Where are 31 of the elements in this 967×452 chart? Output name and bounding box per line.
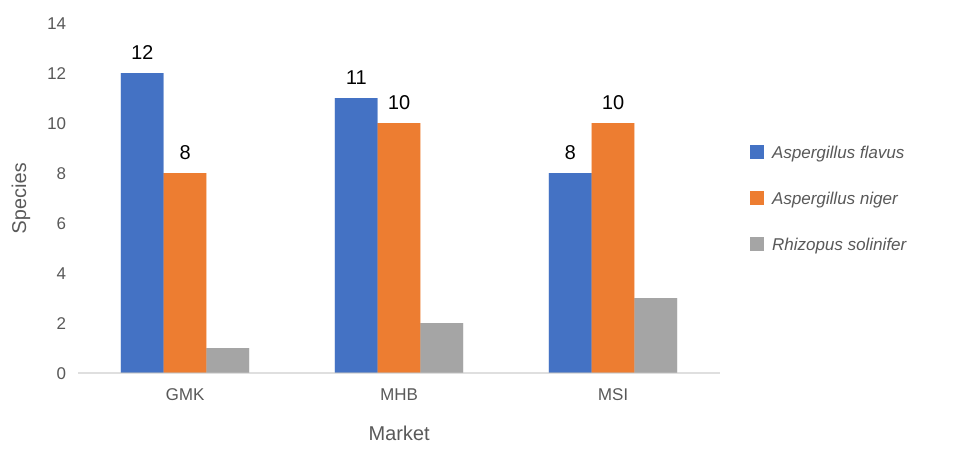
bar: [206, 348, 250, 373]
bar: [592, 123, 634, 373]
y-tick-label: 2: [56, 314, 66, 333]
bar: [164, 173, 206, 373]
data-label: 12: [131, 42, 154, 64]
y-tick-label: 14: [47, 14, 66, 33]
data-label: 8: [564, 142, 576, 164]
y-tick-label: 12: [47, 64, 66, 83]
bar: [634, 298, 678, 373]
bar: [548, 173, 592, 373]
x-tick-label: MHB: [380, 385, 418, 404]
legend-label: Aspergillus flavus: [771, 142, 905, 162]
bar: [378, 123, 420, 373]
y-tick-label: 0: [56, 364, 66, 383]
bar: [334, 98, 378, 373]
data-label: 10: [388, 92, 410, 114]
legend-label: Rhizopus solinifer: [772, 234, 908, 254]
x-axis-title: Market: [368, 423, 430, 445]
y-tick-label: 4: [56, 264, 66, 283]
data-label: 10: [602, 92, 624, 114]
y-axis-title: Species: [9, 162, 31, 234]
x-tick-label: MSI: [598, 385, 628, 404]
x-tick-label: GMK: [166, 385, 206, 404]
legend-label: Aspergillus niger: [771, 188, 900, 208]
y-tick-label: 6: [56, 214, 66, 233]
bar: [120, 73, 164, 373]
y-tick-label: 10: [47, 114, 66, 133]
y-tick-label: 8: [56, 164, 66, 183]
bar: [420, 323, 464, 373]
data-label: 8: [179, 142, 191, 164]
data-label: 11: [346, 67, 367, 89]
